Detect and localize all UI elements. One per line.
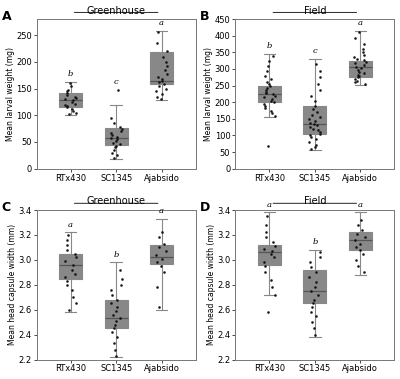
Title: Greenhouse: Greenhouse: [87, 196, 146, 207]
Text: a: a: [358, 201, 363, 209]
PathPatch shape: [258, 245, 281, 265]
PathPatch shape: [105, 300, 128, 329]
Text: a: a: [358, 19, 363, 27]
PathPatch shape: [105, 128, 128, 145]
Text: c: c: [312, 47, 317, 55]
Text: a: a: [267, 201, 272, 209]
Text: b: b: [312, 238, 318, 246]
Text: B: B: [200, 10, 210, 23]
PathPatch shape: [59, 254, 82, 279]
Y-axis label: Mean head capsule width (mm): Mean head capsule width (mm): [8, 224, 17, 345]
Title: Field: Field: [304, 196, 326, 207]
Y-axis label: Mean larval weight (mg): Mean larval weight (mg): [204, 47, 213, 141]
Title: Greenhouse: Greenhouse: [87, 6, 146, 16]
Text: b: b: [68, 70, 73, 78]
PathPatch shape: [304, 106, 326, 134]
Y-axis label: Mean head capsule width (mm): Mean head capsule width (mm): [207, 224, 216, 345]
Text: b: b: [267, 42, 272, 50]
Text: a: a: [159, 19, 164, 27]
Text: a: a: [159, 207, 164, 215]
Text: A: A: [2, 10, 11, 23]
PathPatch shape: [349, 61, 372, 77]
PathPatch shape: [258, 86, 281, 102]
PathPatch shape: [59, 93, 82, 107]
Text: D: D: [200, 201, 210, 214]
Text: b: b: [114, 251, 119, 258]
Text: a: a: [68, 221, 73, 229]
Y-axis label: Mean larval weight (mg): Mean larval weight (mg): [6, 47, 14, 141]
Text: C: C: [2, 201, 11, 214]
PathPatch shape: [349, 232, 372, 250]
PathPatch shape: [150, 52, 173, 84]
PathPatch shape: [150, 245, 173, 264]
Title: Field: Field: [304, 6, 326, 16]
PathPatch shape: [304, 270, 326, 304]
Text: c: c: [114, 78, 118, 86]
